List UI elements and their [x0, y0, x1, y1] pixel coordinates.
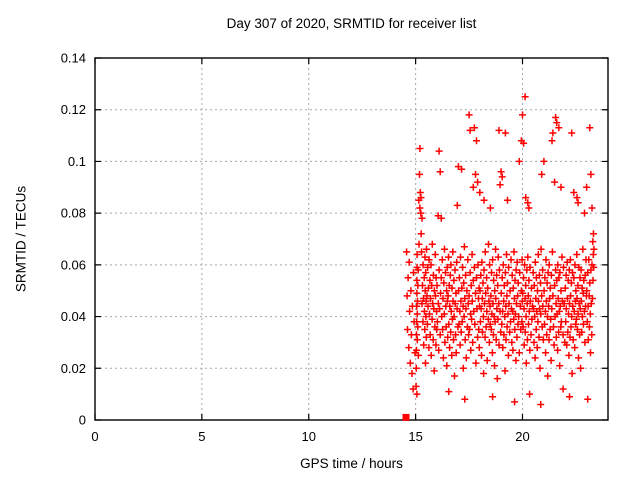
- y-tick-label: 0.14: [61, 51, 86, 66]
- x-tick-label: 20: [515, 429, 529, 444]
- y-tick-label: 0.12: [61, 102, 86, 117]
- tick-marks: [94, 57, 608, 421]
- x-tick-label: 5: [198, 429, 205, 444]
- chart-title: Day 307 of 2020, SRMTID for receiver lis…: [226, 16, 477, 31]
- plot-border: [94, 57, 609, 421]
- y-tick-label: 0.1: [68, 154, 86, 169]
- gridlines: [94, 57, 608, 421]
- y-tick-label: 0.08: [61, 206, 86, 221]
- zero-square-marker: [402, 413, 410, 421]
- y-tick-label: 0.06: [61, 257, 86, 272]
- y-tick-label: 0.02: [61, 361, 86, 376]
- y-tick-label: 0.04: [61, 309, 86, 324]
- y-tick-label: 0: [79, 413, 86, 428]
- x-tick-label: 10: [302, 429, 316, 444]
- x-tick-label: 0: [91, 429, 98, 444]
- x-tick-label: 15: [408, 429, 422, 444]
- scatter-points: [403, 93, 598, 408]
- x-axis-label: GPS time / hours: [300, 456, 403, 471]
